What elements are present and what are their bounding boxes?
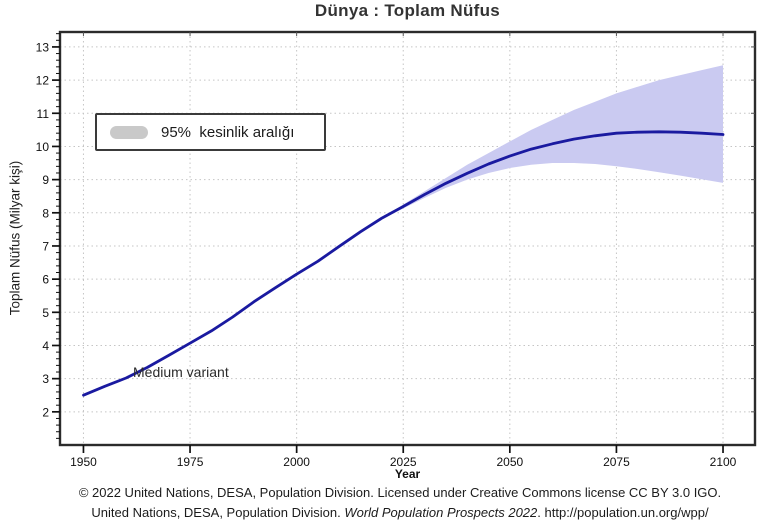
y-tick-label: 3 [42,372,49,386]
y-tick-label: 5 [42,306,49,320]
publication-title: World Population Prospects 2022 [344,504,538,520]
y-tick-label: 2 [42,405,49,419]
y-tick-label: 13 [36,40,50,54]
y-tick-label: 7 [42,239,49,253]
x-tick-label: 2000 [283,455,310,469]
confidence-band [390,65,723,215]
x-tick-label: 2025 [390,455,417,469]
y-tick-label: 9 [42,173,49,187]
attribution-line-2: United Nations, DESA, Population Divisio… [32,503,768,523]
source-attribution: © 2022 United Nations, DESA, Population … [32,483,768,522]
x-tick-label: 2100 [710,455,737,469]
medium-variant-annotation: Medium variant [133,364,229,380]
y-tick-label: 6 [42,273,49,287]
confidence-band-swatch-icon [110,125,148,139]
x-axis-label: Year [394,467,421,481]
y-tick-label: 11 [37,107,50,121]
legend-box: 95% kesinlik aralığı [95,113,326,151]
y-tick-label: 12 [36,74,50,88]
x-tick-label: 1975 [177,455,204,469]
y-axis-label: Toplam Nüfus (Milyar kişi) [7,160,23,316]
median-line [82,130,725,397]
chart-title: Dünya : Toplam Nüfus [314,1,501,20]
plot-frame [58,30,757,447]
x-tick-label: 2075 [603,455,630,469]
attribution-line-1: © 2022 United Nations, DESA, Population … [78,485,722,500]
y-tick-label: 10 [36,140,50,154]
legend-label: 95% kesinlik aralığı [161,123,295,141]
x-tick-label: 2050 [496,455,523,469]
x-tick-label: 1950 [70,455,97,469]
attribution-line-2-suffix: . http://population.un.org/wpp/ [537,504,709,520]
y-tick-label: 8 [42,206,49,220]
y-tick-label: 4 [42,339,49,353]
attribution-line-2-prefix: United Nations, DESA, Population Divisio… [91,504,345,520]
